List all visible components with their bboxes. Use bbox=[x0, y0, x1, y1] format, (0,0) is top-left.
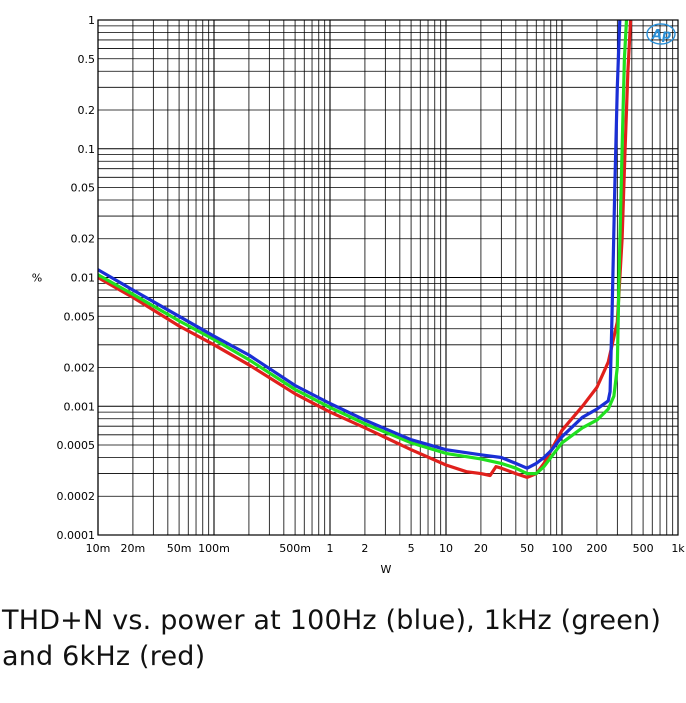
x-tick-labels: 10m 20m 50m 100m 500m 1 2 5 10 20 50 100 200 500 1k bbox=[86, 542, 686, 555]
x-tick-label: 200 bbox=[586, 542, 607, 555]
x-tick-label: 2 bbox=[361, 542, 368, 555]
y-tick-label: 0.005 bbox=[64, 310, 96, 323]
x-tick-label: 5 bbox=[408, 542, 415, 555]
y-tick-label: 0.0005 bbox=[57, 439, 96, 452]
x-tick-label: 10 bbox=[439, 542, 453, 555]
x-tick-label: 20 bbox=[474, 542, 488, 555]
y-axis-label: % bbox=[32, 272, 42, 285]
y-tick-label: 0.0002 bbox=[57, 490, 96, 503]
y-tick-label: 0.2 bbox=[78, 104, 96, 117]
x-tick-label: 100 bbox=[552, 542, 573, 555]
x-tick-label: 100m bbox=[198, 542, 230, 555]
x-tick-label: 500 bbox=[633, 542, 654, 555]
y-tick-label: 0.01 bbox=[71, 272, 96, 285]
y-tick-label: 0.0001 bbox=[57, 529, 96, 542]
y-tick-labels: 1 0.5 0.2 0.1 0.05 0.02 0.01 0.005 0.002 0.001 0.0… bbox=[57, 14, 96, 542]
y-tick-label: 1 bbox=[88, 14, 95, 27]
x-tick-label: 1 bbox=[327, 542, 334, 555]
figure-caption: THD+N vs. power at 100Hz (blue), 1kHz (g… bbox=[2, 605, 662, 672]
y-tick-label: 0.001 bbox=[64, 400, 96, 413]
ap-logo-text: Ap bbox=[651, 28, 671, 43]
ap-logo: Ap bbox=[646, 23, 676, 45]
series-line-1 bbox=[98, 20, 629, 476]
x-tick-label: 20m bbox=[121, 542, 146, 555]
chart-grid bbox=[97, 20, 678, 536]
plot-frame bbox=[97, 19, 679, 536]
x-tick-label: 1k bbox=[671, 542, 685, 555]
y-tick-label: 0.5 bbox=[78, 53, 96, 66]
series-line-2 bbox=[98, 20, 622, 470]
y-tick-label: 0.002 bbox=[64, 361, 96, 374]
x-tick-label: 50m bbox=[167, 542, 192, 555]
series-layer bbox=[98, 20, 633, 479]
y-tick-label: 0.02 bbox=[71, 233, 96, 246]
x-axis-label: W bbox=[381, 563, 392, 576]
y-tick-label: 0.1 bbox=[78, 143, 96, 156]
x-tick-label: 50 bbox=[520, 542, 534, 555]
x-tick-label: 10m bbox=[86, 542, 111, 555]
thd-power-chart: 10m 20m 50m 100m 500m 1 2 5 10 20 50 100 200 500 1k 10… bbox=[32, 14, 686, 576]
y-tick-label: 0.05 bbox=[71, 182, 96, 195]
x-tick-label: 500m bbox=[279, 542, 311, 555]
